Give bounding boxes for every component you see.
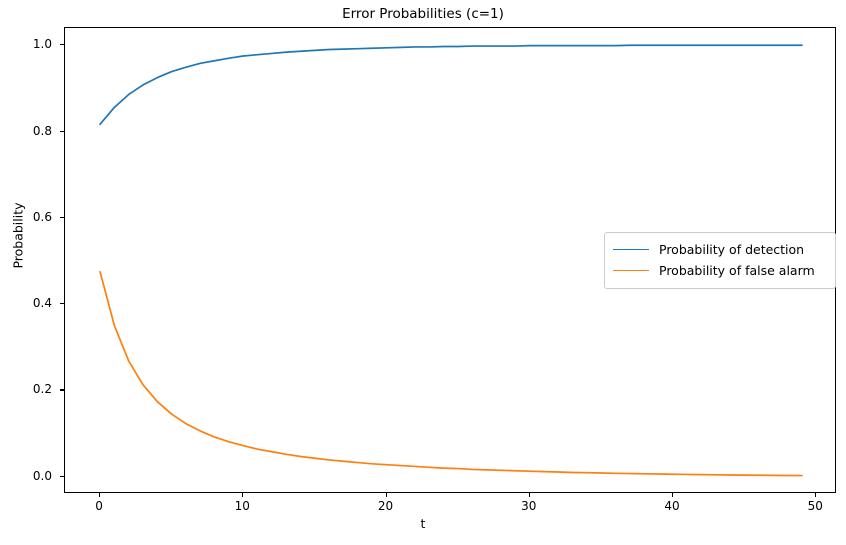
legend-item-false-alarm[interactable]: Probability of false alarm <box>613 260 827 281</box>
y-tick-mark <box>60 44 64 46</box>
plot-lines <box>99 44 803 477</box>
y-tick-mark <box>60 475 64 477</box>
x-tick-mark <box>528 493 530 497</box>
y-tick-label: 0.8 <box>32 123 52 138</box>
legend-label-false-alarm: Probability of false alarm <box>659 263 815 278</box>
legend-swatch-false-alarm <box>613 270 649 271</box>
y-tick-label: 0.6 <box>32 209 52 224</box>
legend-item-detection[interactable]: Probability of detection <box>613 239 827 260</box>
y-tick-label: 0.0 <box>32 468 52 483</box>
y-axis-tick-labels: 0.0 0.2 0.4 0.6 0.8 1.0 <box>0 0 52 545</box>
legend-label-detection: Probability of detection <box>659 242 805 257</box>
legend[interactable]: Probability of detection Probability of … <box>604 232 836 289</box>
x-tick-mark <box>242 493 244 497</box>
x-tick-label: 40 <box>664 499 680 513</box>
series-line-detection <box>99 44 803 126</box>
x-axis-label: t <box>420 516 426 531</box>
y-tick-mark <box>60 216 64 218</box>
y-tick-label: 0.2 <box>32 382 52 397</box>
page-title: Error Probabilities (c=1) <box>342 6 504 22</box>
series-line-false-alarm <box>99 270 803 477</box>
x-tick-mark <box>99 493 101 497</box>
x-tick-label: 0 <box>95 499 103 513</box>
x-tick-label: 10 <box>234 499 250 513</box>
y-tick-mark <box>60 303 64 305</box>
x-tick-mark <box>815 493 817 497</box>
y-tick-mark <box>60 389 64 391</box>
legend-swatch-detection <box>613 249 649 250</box>
x-tick-mark <box>672 493 674 497</box>
x-tick-label: 20 <box>377 499 394 513</box>
y-tick-label: 1.0 <box>32 37 52 52</box>
y-tick-mark <box>60 130 64 132</box>
x-tick-mark <box>385 493 387 497</box>
x-tick-label: 50 <box>807 499 823 513</box>
y-tick-label: 0.4 <box>32 296 52 311</box>
x-tick-label: 30 <box>521 499 537 513</box>
